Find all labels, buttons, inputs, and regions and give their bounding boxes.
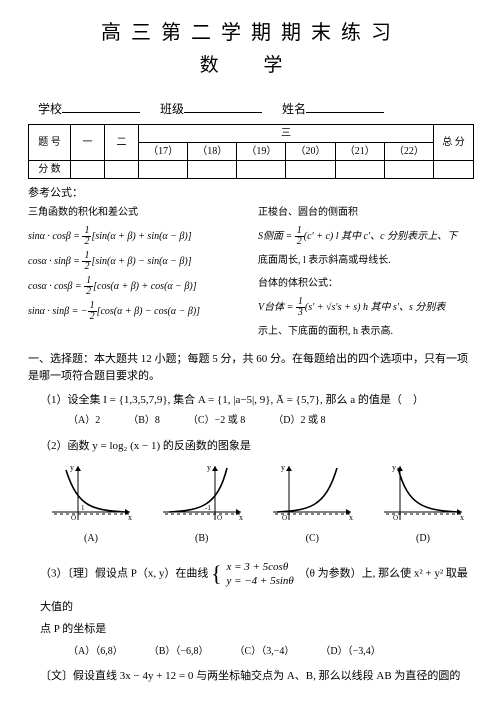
col-1: 一 [71,124,105,160]
graph-c-label: (C) [269,531,355,546]
label-name: 姓名 [282,100,306,118]
svg-text:O: O [282,514,287,522]
q3-cases: x = 3 + 5cosθ y = −4 + 5sinθ [226,560,293,589]
q1-opt-c: （C）−2 或 8 [188,413,245,428]
q3-options: （A）（6,8） （B）（−6,8） （C）（3,−4） （D）（−3,4） [40,642,474,662]
formula-left: 三角函数的积化和差公式 sinα · cosβ = 12[sin(α + β) … [28,203,244,345]
formula-right: 正梭台、圆台的侧面积 S侧面 = 12(c′ + c) l 其中 c′、c 分别… [258,203,474,345]
q1-options: （A）2 （B）8 （C）−2 或 8 （D）2 或 8 [40,413,474,428]
q3-opt-d: （D）（−3,4） [320,642,380,662]
label-school: 学校 [38,100,62,118]
svg-text:y: y [207,463,211,472]
left-heading: 三角函数的积化和差公式 [28,203,244,222]
sub-20: （20） [286,142,335,160]
th-number: 题 号 [29,124,71,160]
col-2: 二 [105,124,139,160]
graph-c: xy O (C) [269,458,355,546]
right-line2: 底面周长, l 表示斜高或母线长. [258,251,474,270]
graph-a: xy O1 (A) [48,458,134,546]
formula-3: cosα · cosβ = 12[cos(α + β) + cos(α − β)… [28,276,244,297]
question-3-wen: 〔文〕假设直线 3x − 4y + 12 = 0 与两坐标轴交点为 A、B, 那… [28,668,474,685]
blank-name [306,99,384,113]
sub-19: （19） [237,142,286,160]
q1-opt-b: （B）8 [128,413,160,428]
graph-c-svg: xy O [269,458,355,526]
question-2: （2）函数 y = log₂ (x − 1) 的反函数的图象是 xy O1 (A… [28,438,474,547]
graph-d: xy O (D) [380,458,466,546]
blank-class [184,99,262,113]
section-1-header: 一、选择题：本大题共 12 小题；每题 5 分，共 60 分。在每题给出的四个选… [28,351,474,384]
sub-18: （18） [188,142,237,160]
right-f1: S侧面 = 12(c′ + c) l 其中 c′、c 分别表示上、下 [258,226,474,247]
svg-text:O: O [393,514,398,522]
blank-school [62,99,140,113]
svg-text:y: y [392,463,396,472]
formula-2: cosα · sinβ = 12[sin(α + β) − sin(α − β)… [28,251,244,272]
question-1: （1）设全集 I = {1,3,5,7,9}, 集合 A = {1, |a−5|… [28,392,474,428]
col-3: 三 [139,124,434,142]
q3-opt-b: （B）（−6,8） [149,642,209,662]
graph-a-svg: xy O1 [48,458,134,526]
right-heading-1: 正梭台、圆台的侧面积 [258,203,474,222]
q2-stem: （2）函数 y = log₂ (x − 1) 的反函数的图象是 [40,438,474,455]
q1-opt-d: （D）2 或 8 [273,413,325,428]
formula-header: 参考公式： [28,185,474,202]
exam-title-line2: 数 学 [28,52,474,81]
formula-1: sinα · cosβ = 12[sin(α + β) + sin(α − β)… [28,226,244,247]
q1-opt-a: （A）2 [68,413,100,428]
question-3: （3）〔理〕假设点 P（x, y）在曲线 { x = 3 + 5cosθ y =… [28,552,474,662]
right-heading-2: 台体的体积公式： [258,274,474,293]
q3-opt-c: （C）（3,−4） [235,642,295,662]
svg-text:1: 1 [81,504,85,512]
right-line4: 示上、下底面的面积, h 表示高. [258,322,474,341]
exam-title-line1: 高三第二学期期末练习 [28,18,474,48]
th-score: 分 数 [29,160,71,178]
graph-a-label: (A) [48,531,134,546]
q3-opt-a: （A）（6,8） [68,642,123,662]
sub-21: （21） [335,142,384,160]
graph-b: xy O-1 (B) [159,458,245,546]
sub-17: （17） [139,142,188,160]
svg-text:y: y [281,463,285,472]
col-total: 总 分 [434,124,474,160]
svg-text:y: y [70,463,74,472]
graph-b-label: (B) [159,531,245,546]
q3-stem-a: （3）〔理〕假设点 P（x, y）在曲线 [40,568,208,580]
graph-d-svg: xy O [380,458,466,526]
label-class: 班级 [160,100,184,118]
svg-text:O: O [71,514,76,522]
sub-22: （22） [384,142,433,160]
graph-d-label: (D) [380,531,466,546]
right-f2: V台体 = 13(s′ + √s′s + s) h 其中 s′、s 分别表 [258,297,474,318]
graph-b-svg: xy O-1 [159,458,245,526]
formula-section: 三角函数的积化和差公式 sinα · cosβ = 12[sin(α + β) … [28,203,474,345]
svg-text:-1: -1 [205,504,211,512]
student-info-row: 学校 班级 姓名 [28,99,474,118]
formula-4: sinα · sinβ = −12[cos(α + β) − cos(α − β… [28,301,244,322]
score-table: 题 号 一 二 三 总 分 （17） （18） （19） （20） （21） （… [28,124,474,179]
q2-graphs: xy O1 (A) xy O-1 (B) [40,458,474,546]
svg-text:O: O [217,514,222,522]
q3-line2: 点 P 的坐标是 [40,618,474,640]
q1-stem: （1）设全集 I = {1,3,5,7,9}, 集合 A = {1, |a−5|… [40,392,474,409]
